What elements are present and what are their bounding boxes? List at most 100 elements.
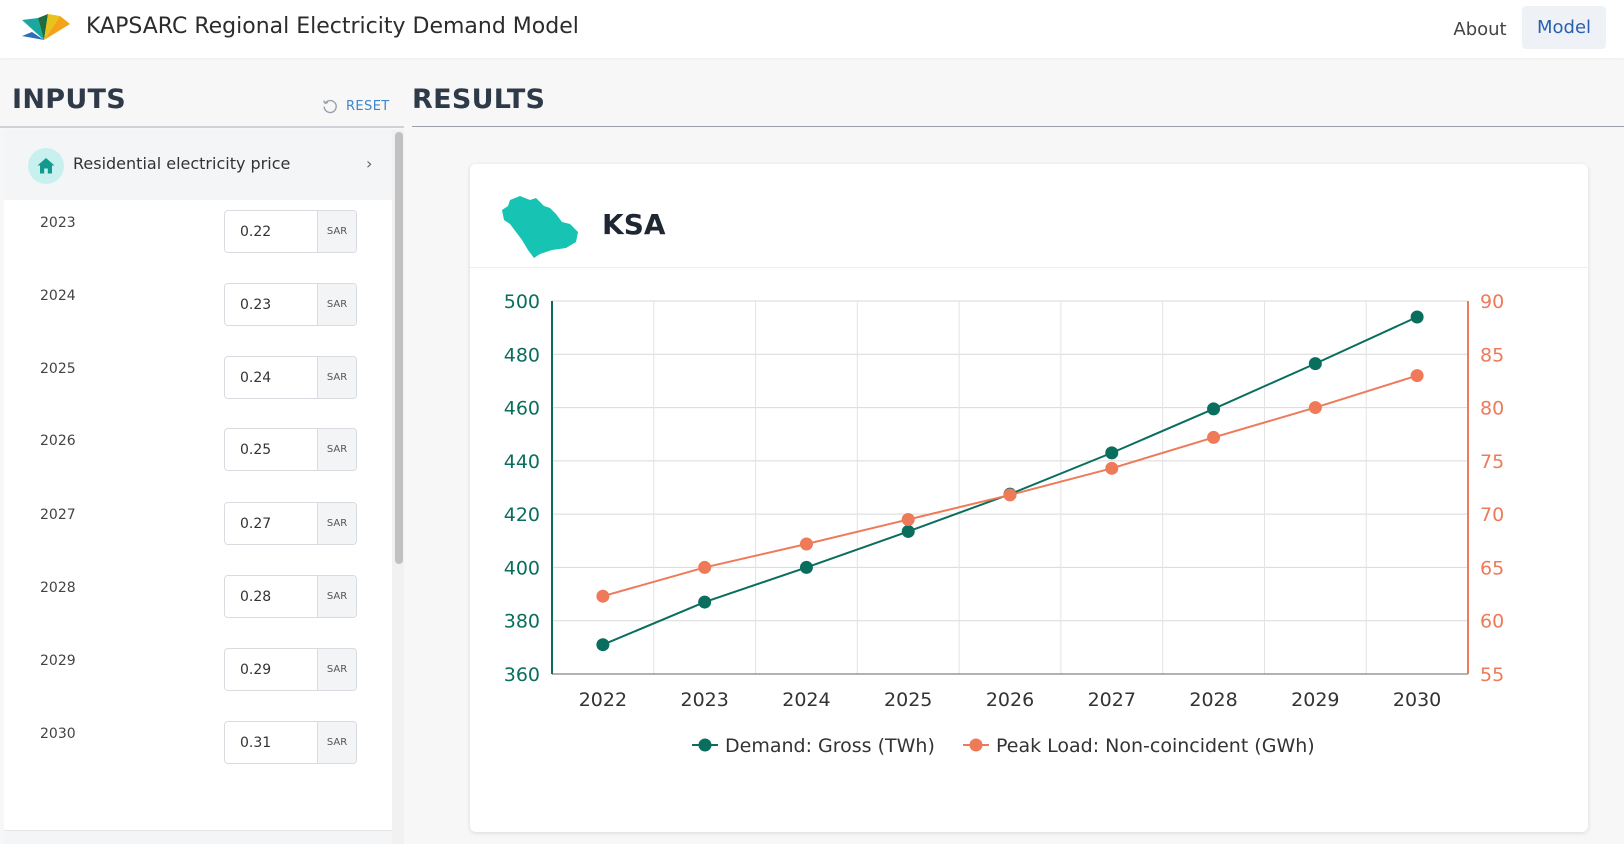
unit-addon: SAR bbox=[317, 576, 356, 617]
y-left-tick-label: 400 bbox=[504, 557, 540, 579]
y-right-tick-label: 90 bbox=[1480, 291, 1504, 313]
unit-addon: SAR bbox=[317, 722, 356, 763]
price-input[interactable] bbox=[225, 357, 317, 398]
next-section-header[interactable] bbox=[4, 830, 394, 844]
x-tick-label: 2028 bbox=[1189, 689, 1237, 711]
house-badge bbox=[28, 148, 64, 184]
price-year: 2028 bbox=[40, 580, 76, 596]
results-card: KSA 360 380 400 420 440 460 480 500 55 60 65 70 75 80… bbox=[470, 164, 1588, 832]
price-input-group: SAR bbox=[224, 502, 357, 545]
kapsarc-logo[interactable] bbox=[18, 10, 70, 44]
price-row: 2025 SAR bbox=[4, 356, 394, 400]
y-left-tick-label: 500 bbox=[504, 291, 540, 313]
unit-addon: SAR bbox=[317, 503, 356, 544]
price-input-group: SAR bbox=[224, 428, 357, 471]
price-row: 2029 SAR bbox=[4, 648, 394, 692]
price-year: 2024 bbox=[40, 288, 76, 304]
x-tick-label: 2026 bbox=[986, 689, 1034, 711]
nav-model-link[interactable]: Model bbox=[1522, 6, 1606, 49]
y-right-tick-label: 60 bbox=[1480, 611, 1504, 633]
y-left-tick-label: 480 bbox=[504, 344, 540, 366]
y-right-tick-label: 75 bbox=[1480, 451, 1504, 473]
app-title: KAPSARC Regional Electricity Demand Mode… bbox=[86, 14, 579, 39]
peak-load-series-point bbox=[1308, 401, 1322, 415]
chevron-right-icon: › bbox=[366, 154, 373, 173]
nav-about-link[interactable]: About bbox=[1453, 18, 1507, 40]
legend-peak-load-marker-icon bbox=[969, 738, 983, 752]
reset-button[interactable]: RESET bbox=[322, 96, 390, 116]
peak-load-series-point bbox=[1207, 430, 1221, 444]
price-input-group: SAR bbox=[224, 575, 357, 618]
price-input[interactable] bbox=[225, 576, 317, 617]
price-input[interactable] bbox=[225, 284, 317, 325]
price-row: 2026 SAR bbox=[4, 428, 394, 472]
price-year: 2030 bbox=[40, 726, 76, 742]
y-right-tick-label: 70 bbox=[1480, 504, 1504, 526]
results-divider bbox=[412, 126, 1624, 127]
reset-label: RESET bbox=[346, 98, 390, 114]
demand-series-point bbox=[1410, 310, 1424, 324]
price-input[interactable] bbox=[225, 211, 317, 252]
price-input[interactable] bbox=[225, 722, 317, 763]
demand-series-point bbox=[698, 595, 712, 609]
unit-addon: SAR bbox=[317, 649, 356, 690]
price-input[interactable] bbox=[225, 649, 317, 690]
demand-series-line bbox=[602, 316, 1418, 646]
price-input-group: SAR bbox=[224, 210, 357, 253]
y-right-tick-label: 85 bbox=[1480, 344, 1504, 366]
house-icon bbox=[37, 158, 55, 174]
peak-load-series-point bbox=[901, 512, 915, 526]
section-residential-price-header[interactable]: Residential electricity price › bbox=[4, 130, 394, 200]
x-tick-label: 2030 bbox=[1393, 689, 1441, 711]
price-row: 2024 SAR bbox=[4, 283, 394, 327]
unit-addon: SAR bbox=[317, 211, 356, 252]
price-year: 2029 bbox=[40, 653, 76, 669]
y-right-tick-label: 65 bbox=[1480, 557, 1504, 579]
x-tick-label: 2022 bbox=[579, 689, 627, 711]
price-row: 2027 SAR bbox=[4, 502, 394, 546]
unit-addon: SAR bbox=[317, 284, 356, 325]
demand-series-point bbox=[1207, 402, 1221, 416]
price-input-group: SAR bbox=[224, 283, 357, 326]
price-input[interactable] bbox=[225, 503, 317, 544]
price-year: 2026 bbox=[40, 433, 76, 449]
peak-load-series-point bbox=[1105, 461, 1119, 475]
demand-series-point bbox=[596, 638, 610, 652]
region-name: KSA bbox=[602, 208, 666, 241]
price-input-group: SAR bbox=[224, 648, 357, 691]
legend-demand-label: Demand: Gross (TWh) bbox=[725, 735, 935, 757]
price-input-group: SAR bbox=[224, 721, 357, 764]
x-tick-label: 2023 bbox=[680, 689, 728, 711]
y-left-tick-label: 380 bbox=[504, 611, 540, 633]
demand-series-point bbox=[1308, 357, 1322, 371]
x-tick-label: 2024 bbox=[782, 689, 830, 711]
price-row: 2023 SAR bbox=[4, 210, 394, 254]
inputs-scrollbar-thumb[interactable] bbox=[395, 132, 403, 564]
inputs-heading: INPUTS bbox=[12, 84, 127, 115]
price-input-group: SAR bbox=[224, 356, 357, 399]
price-year: 2027 bbox=[40, 507, 76, 523]
peak-load-series-point bbox=[596, 589, 610, 603]
price-row: 2028 SAR bbox=[4, 575, 394, 619]
results-heading: RESULTS bbox=[412, 84, 546, 115]
price-input[interactable] bbox=[225, 429, 317, 470]
demand-chart: 360 380 400 420 440 460 480 500 55 60 65 70 75 80 85 90… bbox=[504, 291, 1504, 757]
price-row: 2030 SAR bbox=[4, 721, 394, 765]
top-navbar: KAPSARC Regional Electricity Demand Mode… bbox=[0, 0, 1624, 58]
peak-load-series-point bbox=[1410, 369, 1424, 383]
legend-demand-marker-icon bbox=[698, 738, 712, 752]
ksa-map-icon bbox=[502, 196, 578, 258]
price-year: 2025 bbox=[40, 361, 76, 377]
legend-peak-load-label: Peak Load: Non-coincident (GWh) bbox=[996, 735, 1315, 757]
inputs-divider bbox=[0, 126, 404, 128]
y-left-tick-label: 460 bbox=[504, 398, 540, 420]
demand-series-point bbox=[901, 524, 915, 538]
y-right-tick-label: 80 bbox=[1480, 398, 1504, 420]
reset-icon bbox=[322, 99, 337, 114]
x-tick-label: 2027 bbox=[1088, 689, 1136, 711]
y-left-tick-label: 420 bbox=[504, 504, 540, 526]
inputs-panel: Residential electricity price › 2023 SAR… bbox=[4, 130, 396, 844]
price-year: 2023 bbox=[40, 215, 76, 231]
x-tick-label: 2025 bbox=[884, 689, 932, 711]
demand-series-point bbox=[1105, 446, 1119, 460]
